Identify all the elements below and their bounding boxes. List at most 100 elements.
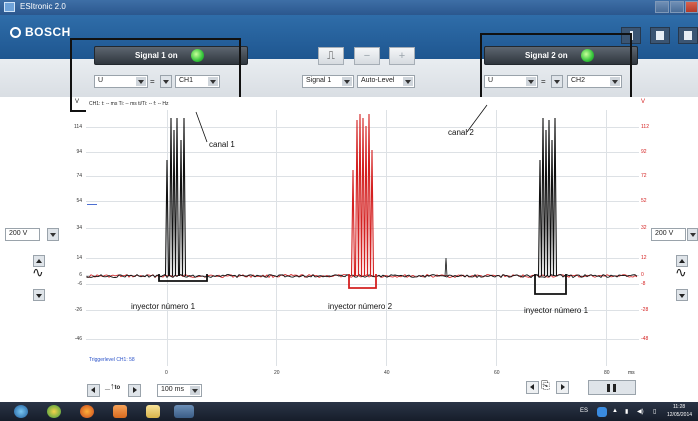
zoom-out-button[interactable]: −: [354, 47, 380, 65]
tray-flag-icon[interactable]: [597, 407, 607, 417]
y-tick-left: 114: [74, 124, 82, 130]
pause-icon: [607, 384, 610, 392]
signal2-toggle-button[interactable]: Signal 2 on: [484, 46, 638, 65]
right-vdiv-display: 200 V: [651, 228, 686, 241]
x-tick: 0: [165, 370, 168, 376]
left-offset-icon: ∿: [32, 264, 44, 280]
minimize-button[interactable]: [655, 1, 669, 13]
trigger-edge-button[interactable]: ⎍: [318, 47, 344, 65]
ch2-injection-pulse: [350, 169, 356, 277]
language-indicator[interactable]: ES: [580, 408, 589, 414]
ch2-injection-pulse: [354, 119, 360, 277]
trigger-signal-select[interactable]: Signal 1: [302, 75, 354, 88]
signal1-label: Signal 1 on: [135, 51, 178, 60]
measurement-readout: CH1: t: -- ms Ti: -- ms ti/Ti: -- f: -- …: [89, 101, 169, 107]
y-tick-left: 14: [76, 255, 82, 261]
bracket-injector1: [158, 274, 208, 282]
timebase-select[interactable]: 100 ms: [157, 384, 202, 397]
trigger-position-right-button[interactable]: [128, 384, 141, 397]
history-forward-button[interactable]: [556, 381, 569, 394]
left-vdiv-dropdown[interactable]: [47, 228, 59, 241]
y-tick-right: 12: [641, 255, 647, 261]
zoom-in-button[interactable]: +: [389, 47, 415, 65]
firefox-icon[interactable]: [80, 405, 94, 418]
trigger-level-select[interactable]: Auto-Level: [357, 75, 415, 88]
signal1-quantity-select[interactable]: U: [94, 75, 148, 88]
right-offset-up-button[interactable]: [676, 255, 688, 267]
trigger-level-marker[interactable]: [87, 204, 97, 205]
signal1-channel-select[interactable]: CH1: [175, 75, 220, 88]
folder-icon[interactable]: [146, 405, 160, 418]
x-tick: 80: [604, 370, 610, 376]
print-icon[interactable]: [650, 27, 670, 44]
ch1-injection-pulse: [174, 117, 180, 277]
y-tick-right: 0: [641, 272, 644, 278]
ch1-injection-pulse: [549, 139, 555, 277]
snapshot-icon[interactable]: ⎘: [541, 380, 550, 392]
right-vdiv-dropdown[interactable]: [687, 228, 698, 241]
grid-line-h: [86, 275, 639, 276]
tray-volume-icon[interactable]: ◀): [637, 409, 644, 415]
y-tick-left: 54: [76, 198, 82, 204]
y-tick-left: -26: [74, 307, 82, 313]
annotation-canal2: canal 2: [448, 128, 474, 137]
y-tick-left: 94: [76, 149, 82, 155]
y-tick-right: 92: [641, 149, 647, 155]
tray-network-icon[interactable]: ▮: [625, 409, 629, 415]
ch1-spike: [444, 257, 448, 277]
esitronic-taskbar-icon[interactable]: [174, 405, 194, 418]
signal2-status-led: [581, 49, 594, 62]
ch1-injection-pulse: [543, 129, 549, 277]
window-title-bar: ESItronic 2.0: [0, 0, 698, 15]
left-offset-up-button[interactable]: [33, 255, 45, 267]
annotation-injector2: inyector número 2: [328, 302, 393, 311]
y-tick-right: 52: [641, 198, 647, 204]
pause-button[interactable]: [588, 380, 636, 395]
signal2-channel-select[interactable]: CH2: [567, 75, 622, 88]
media-player-icon[interactable]: [113, 405, 127, 418]
signal2-quantity-select[interactable]: U: [484, 75, 538, 88]
trigger-level-label: Triggerlevel CH1: 58: [89, 357, 135, 363]
y-tick-left: -46: [74, 336, 82, 342]
bosch-logo: BOSCH: [10, 25, 71, 39]
ch1-injection-pulse: [537, 159, 543, 277]
signal1-operator-dropdown[interactable]: [160, 75, 172, 88]
window-title: ESItronic 2.0: [20, 2, 66, 11]
annotation-canal1: canal 1: [209, 140, 235, 149]
pointer-line-canal1: [195, 111, 208, 143]
tray-power-icon[interactable]: ▯: [653, 409, 657, 415]
ch1-injection-pulse: [168, 117, 174, 277]
y-tick-right: -48: [641, 336, 649, 342]
annotation-injector1: inyector número 1: [131, 302, 196, 311]
x-unit: ms: [628, 370, 635, 376]
clock-date[interactable]: 12/05/2014: [667, 412, 693, 418]
history-back-button[interactable]: [526, 381, 539, 394]
grid-line-h: [86, 310, 639, 311]
clock-time[interactable]: 11:28: [673, 404, 686, 410]
start-icon[interactable]: [14, 405, 28, 418]
bracket-injector2: [348, 274, 377, 289]
right-offset-down-button[interactable]: [676, 289, 688, 301]
grid-line-v: [606, 110, 607, 366]
y-tick-right: 72: [641, 173, 647, 179]
left-offset-down-button[interactable]: [33, 289, 45, 301]
x-tick: 60: [494, 370, 500, 376]
y-tick-left: 74: [76, 173, 82, 179]
y-tick-left: 34: [76, 225, 82, 231]
ch1-injection-pulse: [178, 139, 184, 277]
ch2-injection-pulse: [369, 149, 375, 277]
grid-line-h: [86, 284, 639, 285]
maximize-button[interactable]: [670, 1, 684, 13]
bracket-injector3: [534, 274, 567, 295]
signal1-toggle-button[interactable]: Signal 1 on: [94, 46, 248, 65]
signal2-operator-dropdown[interactable]: [551, 75, 563, 88]
chrome-icon[interactable]: [47, 405, 61, 418]
ch1-injection-pulse: [171, 129, 177, 277]
x-tick: 20: [274, 370, 280, 376]
annotation-injector3: inyector número 1: [524, 306, 589, 315]
tray-arrow-icon[interactable]: ▲: [612, 408, 618, 414]
ch1-injection-pulse: [546, 119, 552, 277]
trigger-position-left-button[interactable]: [87, 384, 100, 397]
pointer-line-canal2: [466, 104, 488, 133]
